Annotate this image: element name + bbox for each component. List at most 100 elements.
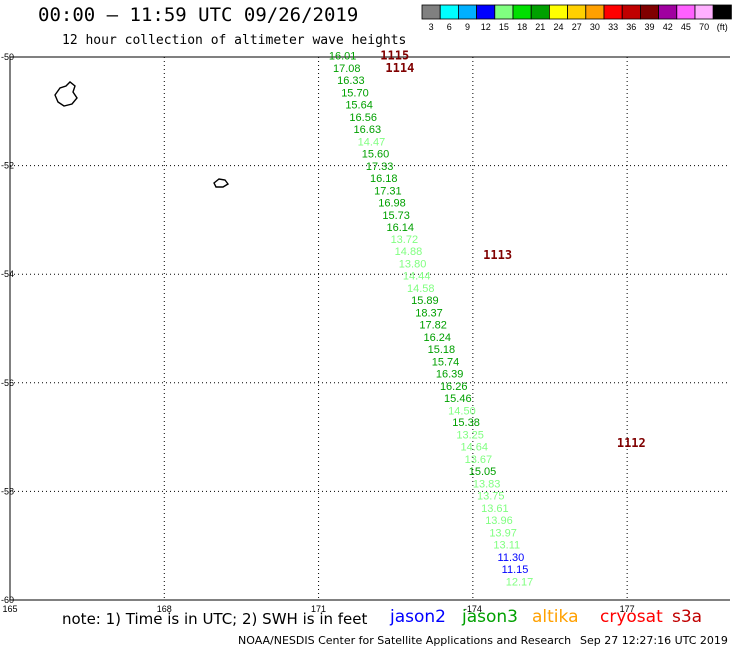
colorbar-swatch <box>603 4 623 20</box>
swh-point: 13.25 <box>456 430 484 442</box>
colorbar-swatch <box>567 4 587 20</box>
swh-point: 16.14 <box>386 222 414 234</box>
swh-point: 17.33 <box>366 161 394 173</box>
track-number-label: 1115 <box>380 49 409 63</box>
swh-point: 17.08 <box>333 63 361 75</box>
colorbar-swatch <box>512 4 532 20</box>
campbell-island-outline <box>213 178 230 188</box>
footer-timestamp: Sep 27 12:27:16 UTC 2019 <box>580 634 728 647</box>
swh-values: 16.0117.0816.3315.7015.6416.5616.6314.47… <box>329 51 533 589</box>
legend-cryosat: cryosat <box>600 607 663 627</box>
colorbar-swatch <box>549 4 569 20</box>
colorbar-label: 33 <box>608 22 618 32</box>
colorbar-swatch <box>421 4 441 20</box>
footer-credit: NOAA/NESDIS Center for Satellite Applica… <box>238 634 572 647</box>
swh-point: 11.15 <box>502 564 529 576</box>
swh-point: 13.83 <box>473 479 501 491</box>
swh-point: 15.73 <box>382 210 410 222</box>
colorbar-label: 45 <box>681 22 691 32</box>
swh-point: 14.50 <box>448 405 476 417</box>
colorbar-label: 15 <box>499 22 509 32</box>
swh-point: 13.61 <box>481 503 509 515</box>
colorbar-label: 18 <box>517 22 527 32</box>
track-number-label: 1112 <box>617 436 646 450</box>
colorbar-label: (ft) <box>717 22 728 32</box>
land-outlines <box>54 81 230 188</box>
swh-point: 16.18 <box>370 173 398 185</box>
swh-point: 11.30 <box>498 552 525 564</box>
chart-title: 00:00 – 11:59 UTC 09/26/2019 <box>38 4 359 26</box>
colorbar-swatch <box>530 4 550 20</box>
colorbar-label: 3 <box>429 22 434 32</box>
swh-point: 16.01 <box>329 51 357 63</box>
map-frame <box>9 56 730 601</box>
colorbar-swatch <box>585 4 605 20</box>
swh-point: 15.38 <box>452 417 480 429</box>
y-tick-label: -50 <box>1 52 14 62</box>
swh-point: 15.46 <box>444 393 472 405</box>
swh-point: 15.74 <box>432 356 460 368</box>
swh-point: 18.37 <box>415 308 443 320</box>
colorbar-swatch <box>439 4 459 20</box>
colorbar-swatch <box>476 4 496 20</box>
colorbar-label: 39 <box>644 22 654 32</box>
auckland-islands-outline <box>54 81 78 107</box>
y-tick-label: -58 <box>1 486 14 496</box>
legend-jason2: jason2 <box>390 607 446 627</box>
swh-point: 13.11 <box>493 539 520 551</box>
swh-point: 13.75 <box>477 491 505 503</box>
swh-point: 15.70 <box>341 88 369 100</box>
legend-jason3: jason3 <box>462 607 518 627</box>
swh-point: 14.58 <box>407 283 435 295</box>
track-number-label: 1114 <box>385 61 414 75</box>
swh-point: 14.47 <box>358 137 386 149</box>
legend-altika: altika <box>532 607 579 627</box>
swh-point: 13.96 <box>485 515 513 527</box>
y-tick-label: -52 <box>1 161 14 171</box>
swh-point: 16.63 <box>354 124 382 136</box>
grid-lines <box>10 57 730 600</box>
colorbar-label: 24 <box>553 22 563 32</box>
colorbar-label: 6 <box>447 22 452 32</box>
colorbar-swatch <box>676 4 696 20</box>
swh-point: 15.60 <box>362 148 390 160</box>
axis-ticks: 165 168 171 -174 177 -50 -52 -54 -56 -58 -60 <box>1 52 635 614</box>
colorbar-label: 70 <box>699 22 709 32</box>
swh-point: 16.39 <box>436 368 464 380</box>
swh-point: 14.88 <box>395 246 423 258</box>
colorbar-swatch <box>694 4 714 20</box>
swh-point: 16.56 <box>349 112 377 124</box>
swh-point: 16.33 <box>337 75 365 87</box>
swh-point: 15.89 <box>411 295 439 307</box>
swh-point: 13.80 <box>399 259 427 271</box>
x-tick-label: 171 <box>311 604 326 614</box>
colorbar-label: 9 <box>465 22 470 32</box>
colorbar-swatch <box>712 4 732 20</box>
colorbar-label: 27 <box>572 22 582 32</box>
x-tick-label: 165 <box>2 604 17 614</box>
colorbar-label: 42 <box>663 22 673 32</box>
x-tick-label: 168 <box>157 604 172 614</box>
chart-subtitle: 12 hour collection of altimeter wave hei… <box>62 33 407 48</box>
colorbar-swatch <box>658 4 678 20</box>
swh-point: 15.05 <box>469 466 497 478</box>
colorbar-label: 30 <box>590 22 600 32</box>
swh-point: 17.31 <box>374 185 402 197</box>
colorbar-label: 12 <box>481 22 491 32</box>
swh-point: 12.17 <box>506 576 534 588</box>
legend-s3a: s3a <box>672 607 703 627</box>
track-number-label: 1113 <box>483 248 512 262</box>
x-tick-label: -174 <box>464 604 482 614</box>
swh-point: 17.82 <box>419 320 447 332</box>
swh-point: 16.24 <box>423 332 451 344</box>
swh-point: 13.72 <box>391 234 419 246</box>
swh-point: 13.97 <box>489 527 517 539</box>
colorbar-swatch <box>621 4 641 20</box>
swh-point: 15.64 <box>345 100 373 112</box>
colorbar-swatch <box>640 4 660 20</box>
y-tick-label: -60 <box>1 595 14 605</box>
colorbar-label: 21 <box>535 22 545 32</box>
colorbar-swatch <box>494 4 514 20</box>
colorbar-label: 36 <box>626 22 636 32</box>
